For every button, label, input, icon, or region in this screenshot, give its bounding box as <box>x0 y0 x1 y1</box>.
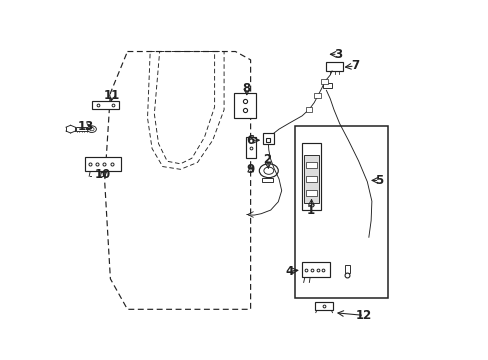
Text: 13: 13 <box>78 120 94 133</box>
Text: 9: 9 <box>246 163 254 176</box>
Bar <box>245 138 255 158</box>
Text: 2: 2 <box>263 153 271 166</box>
Text: 5: 5 <box>375 174 383 187</box>
Bar <box>305 176 317 182</box>
Text: 10: 10 <box>95 168 111 181</box>
Bar <box>304 156 319 203</box>
Bar <box>326 62 343 71</box>
Text: 7: 7 <box>350 59 358 72</box>
Bar <box>295 126 387 298</box>
Bar <box>314 302 332 310</box>
Text: 1: 1 <box>306 204 315 217</box>
Bar <box>262 177 272 183</box>
Bar <box>233 93 256 118</box>
Circle shape <box>89 127 94 131</box>
Bar <box>305 190 317 195</box>
Bar <box>92 101 119 109</box>
Text: 12: 12 <box>355 309 372 322</box>
Circle shape <box>259 164 278 177</box>
Bar <box>305 162 317 168</box>
Circle shape <box>264 167 273 174</box>
Bar <box>76 127 91 131</box>
Text: 3: 3 <box>333 48 341 61</box>
Bar <box>305 107 312 112</box>
Bar <box>344 265 349 273</box>
Circle shape <box>87 126 96 132</box>
Text: 4: 4 <box>285 265 294 278</box>
Text: 8: 8 <box>242 82 250 95</box>
Bar <box>323 82 331 87</box>
Bar <box>301 262 329 278</box>
Bar <box>263 133 273 144</box>
Text: 11: 11 <box>104 89 120 102</box>
Text: 6: 6 <box>246 134 254 147</box>
Bar <box>84 157 121 171</box>
Bar <box>314 93 321 98</box>
Bar <box>301 143 321 210</box>
Bar <box>321 79 327 84</box>
